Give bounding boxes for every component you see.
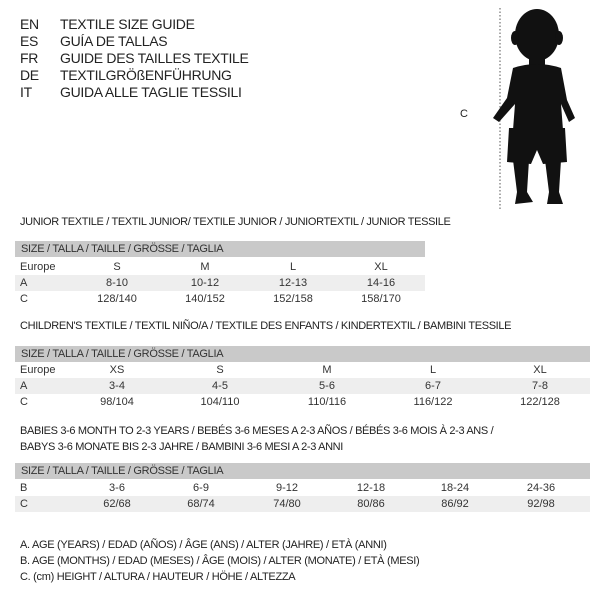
table-cell: S	[216, 364, 224, 376]
table-cell: 3-6	[109, 482, 125, 494]
table-row: A 8-10 10-12 12-13 14-16	[15, 275, 425, 291]
table-cell: 18-24	[440, 482, 470, 494]
table-cell: 110/116	[307, 396, 347, 408]
table-row: C 128/140 140/152 152/158 158/170	[15, 291, 425, 307]
babies-title-2: BABYS 3-6 MONATE BIS 2-3 JAHRE / BAMBINI…	[20, 441, 343, 453]
table-cell: 3-4	[109, 380, 125, 392]
table-cell: 140/152	[185, 293, 225, 305]
table-row: B 3-6 6-9 9-12 12-18 18-24 24-36	[15, 480, 590, 496]
table-cell: 8-10	[105, 277, 129, 289]
lang-title: TEXTILE SIZE GUIDE	[60, 16, 195, 32]
table-cell: 92/98	[527, 498, 555, 510]
table-cell: 24-36	[526, 482, 556, 494]
table-row: Europe S M L XL	[15, 259, 425, 275]
lang-title: GUIDA ALLE TAGLIE TESSILI	[60, 84, 242, 100]
table-cell: 158/170	[361, 293, 401, 305]
table-cell: 4-5	[212, 380, 228, 392]
table-cell: 152/158	[273, 293, 313, 305]
table-cell: XL	[533, 364, 547, 376]
lang-title: GUÍA DE TALLAS	[60, 33, 168, 49]
table-cell: 128/140	[97, 293, 137, 305]
table-cell: S	[113, 261, 121, 273]
table-cell: 104/110	[200, 396, 240, 408]
table-row: A 3-4 4-5 5-6 6-7 7-8	[15, 378, 590, 394]
row-label: Europe	[20, 364, 56, 376]
table-cell: 74/80	[273, 498, 301, 510]
row-label: C	[20, 498, 28, 510]
babies-size-header: SIZE / TALLA / TAILLE / GRÖSSE / TAGLIA	[15, 463, 590, 479]
table-row: C 98/104 104/110 110/116 116/122 122/128	[15, 394, 590, 410]
table-cell: 9-12	[275, 482, 299, 494]
table-row: C 62/68 68/74 74/80 80/86 86/92 92/98	[15, 496, 590, 512]
table-cell: 6-9	[193, 482, 209, 494]
table-cell: 86/92	[441, 498, 469, 510]
lang-code: EN	[20, 16, 39, 32]
table-cell: 14-16	[366, 277, 396, 289]
table-cell: 62/68	[103, 498, 131, 510]
children-title: CHILDREN'S TEXTILE / TEXTIL NIÑO/A / TEX…	[20, 320, 512, 332]
junior-title: JUNIOR TEXTILE / TEXTIL JUNIOR/ TEXTILE …	[20, 216, 451, 228]
lang-code: FR	[20, 50, 39, 66]
row-label: A	[20, 380, 28, 392]
row-label: C	[20, 293, 28, 305]
lang-title: GUIDE DES TAILLES TEXTILE	[60, 50, 249, 66]
table-cell: 6-7	[425, 380, 441, 392]
table-row: Europe XS S M L XL	[15, 362, 590, 378]
table-cell: 12-18	[356, 482, 386, 494]
table-cell: 68/74	[187, 498, 215, 510]
row-label: A	[20, 277, 28, 289]
table-cell: 98/104	[100, 396, 134, 408]
table-cell: 80/86	[357, 498, 385, 510]
child-silhouette-icon	[493, 8, 575, 210]
row-label: B	[20, 482, 28, 494]
table-cell: 5-6	[319, 380, 335, 392]
table-cell: 116/122	[413, 396, 453, 408]
lang-code: ES	[20, 33, 39, 49]
table-cell: 122/128	[520, 396, 560, 408]
babies-title-1: BABIES 3-6 MONTH TO 2-3 YEARS / BEBÉS 3-…	[20, 425, 494, 437]
table-cell: 12-13	[278, 277, 308, 289]
height-label: C	[460, 108, 468, 120]
lang-title: TEXTILGRÖßENFÜHRUNG	[60, 67, 232, 83]
table-cell: M	[200, 261, 210, 273]
table-cell: 10-12	[190, 277, 220, 289]
table-cell: 7-8	[532, 380, 548, 392]
table-cell: L	[289, 261, 297, 273]
legend-a: A. AGE (YEARS) / EDAD (AÑOS) / ÂGE (ANS)…	[20, 539, 387, 551]
junior-size-header: SIZE / TALLA / TAILLE / GRÖSSE / TAGLIA	[15, 241, 425, 257]
children-size-header: SIZE / TALLA / TAILLE / GRÖSSE / TAGLIA	[15, 346, 590, 362]
table-cell: M	[322, 364, 332, 376]
table-cell: XL	[374, 261, 388, 273]
row-label: C	[20, 396, 28, 408]
legend-c: C. (cm) HEIGHT / ALTURA / HAUTEUR / HÖHE…	[20, 571, 296, 583]
legend-b: B. AGE (MONTHS) / EDAD (MESES) / ÂGE (MO…	[20, 555, 420, 567]
row-label: Europe	[20, 261, 56, 273]
lang-code: IT	[20, 84, 32, 100]
table-cell: XS	[109, 364, 125, 376]
lang-code: DE	[20, 67, 39, 83]
table-cell: L	[429, 364, 437, 376]
